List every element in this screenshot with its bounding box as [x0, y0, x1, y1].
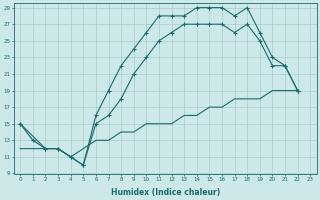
X-axis label: Humidex (Indice chaleur): Humidex (Indice chaleur) [111, 188, 220, 197]
